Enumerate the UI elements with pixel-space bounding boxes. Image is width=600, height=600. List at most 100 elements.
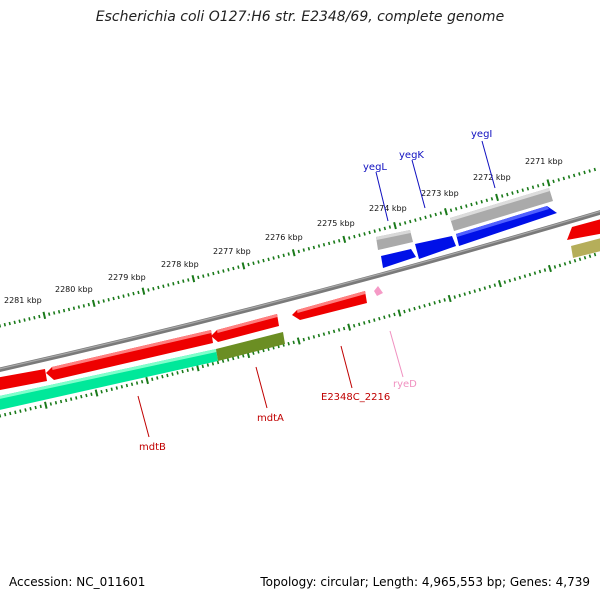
minor-tick (105, 388, 108, 393)
gene-arrow-left-red[interactable] (0, 369, 47, 391)
major-tick (145, 376, 149, 385)
minor-tick (483, 286, 487, 290)
minor-tick (38, 314, 41, 319)
gene-arrow-yegL[interactable] (376, 230, 413, 250)
minor-tick (460, 205, 463, 210)
minor-tick (312, 335, 316, 339)
minor-tick (358, 322, 361, 327)
minor-tick (538, 269, 542, 274)
minor-tick (465, 204, 468, 208)
minor-tick (490, 197, 494, 201)
major-tick (444, 208, 448, 216)
minor-tick (125, 383, 129, 388)
minor-tick (222, 269, 225, 273)
gene-arrow-yegK[interactable] (415, 236, 456, 259)
minor-tick (388, 314, 391, 318)
minor-tick (206, 363, 210, 367)
minor-tick (87, 302, 90, 307)
minor-tick (403, 221, 407, 225)
gene-arrow-mdtB[interactable] (46, 330, 213, 380)
minor-tick (449, 208, 453, 213)
minor-tick (443, 298, 446, 302)
minor-tick (317, 333, 321, 338)
minor-tick (506, 192, 509, 197)
minor-tick (558, 263, 562, 268)
gene-arrow-mdtA-olive[interactable] (216, 332, 285, 361)
minor-tick (552, 179, 555, 184)
minor-tick (332, 329, 336, 334)
minor-tick (171, 372, 174, 376)
minor-tick (277, 255, 280, 259)
minor-tick (120, 385, 123, 389)
major-tick (347, 323, 352, 331)
forward-strand-features (376, 188, 600, 268)
minor-tick (135, 381, 139, 385)
minor-tick (287, 341, 290, 346)
minor-tick (176, 371, 179, 375)
minor-tick (434, 212, 437, 217)
minor-tick (593, 167, 597, 172)
gene-labels: yegL yegK yegI E2348C_2216 ryeD mdtA mdt… (139, 129, 492, 453)
major-tick (141, 287, 146, 295)
minor-tick (433, 301, 436, 305)
major-tick (547, 264, 552, 273)
minor-tick (97, 300, 100, 304)
minor-tick (62, 308, 66, 313)
minor-tick (337, 328, 341, 332)
minor-tick (317, 244, 321, 248)
minor-tick (140, 380, 144, 384)
minor-tick (348, 236, 351, 240)
minor-tick (523, 274, 527, 278)
minor-tick (342, 326, 346, 331)
minor-tick (67, 307, 71, 312)
minor-tick (80, 394, 83, 399)
minor-tick (227, 268, 230, 272)
minor-tick (454, 207, 458, 211)
minor-tick (72, 306, 76, 310)
gene-arrow-mdtB-green[interactable] (0, 349, 218, 411)
minor-tick (470, 202, 473, 207)
minor-tick (302, 337, 305, 342)
minor-tick (132, 291, 135, 296)
minor-tick (393, 312, 396, 317)
minor-tick (152, 287, 155, 291)
minor-tick (398, 222, 402, 226)
minor-tick (54, 401, 58, 405)
minor-tick (468, 290, 471, 295)
minor-tick (64, 398, 68, 403)
minor-tick (363, 321, 366, 325)
gene-arrow-yegI-gene[interactable] (450, 188, 553, 231)
minor-tick (267, 257, 270, 262)
minor-tick (18, 319, 21, 323)
accession-text: Accession: NC_011601 (9, 575, 146, 589)
minor-tick (521, 188, 524, 192)
minor-tick (588, 254, 592, 258)
minor-tick (414, 218, 417, 222)
gene-arrow-right-red[interactable] (567, 218, 600, 240)
minor-tick (28, 317, 31, 321)
minor-tick (247, 262, 250, 267)
minor-tick (75, 396, 78, 400)
topology-summary: Topology: circular; Length: 4,965,553 bp… (260, 575, 590, 589)
gene-arrow-right-khaki[interactable] (571, 237, 600, 258)
minor-tick (501, 194, 504, 198)
gene-arrow-yegL-cds[interactable] (381, 249, 416, 268)
minor-tick (187, 278, 190, 282)
minor-tick (322, 332, 326, 336)
minor-tick (563, 262, 567, 266)
minor-tick (216, 360, 220, 365)
minor-tick (353, 234, 356, 239)
minor-tick (49, 402, 52, 406)
minor-tick (513, 277, 517, 281)
gene-arrow-ryeD[interactable] (374, 286, 383, 296)
gene-label-yegK: yegK (399, 150, 424, 161)
minor-tick (388, 225, 392, 229)
minor-tick (557, 178, 560, 182)
gene-arrow-yegI[interactable] (456, 206, 557, 246)
minor-tick (33, 316, 36, 320)
minor-tick (383, 315, 386, 320)
minor-tick (332, 240, 336, 244)
minor-tick (181, 369, 184, 374)
minor-tick (191, 367, 194, 371)
